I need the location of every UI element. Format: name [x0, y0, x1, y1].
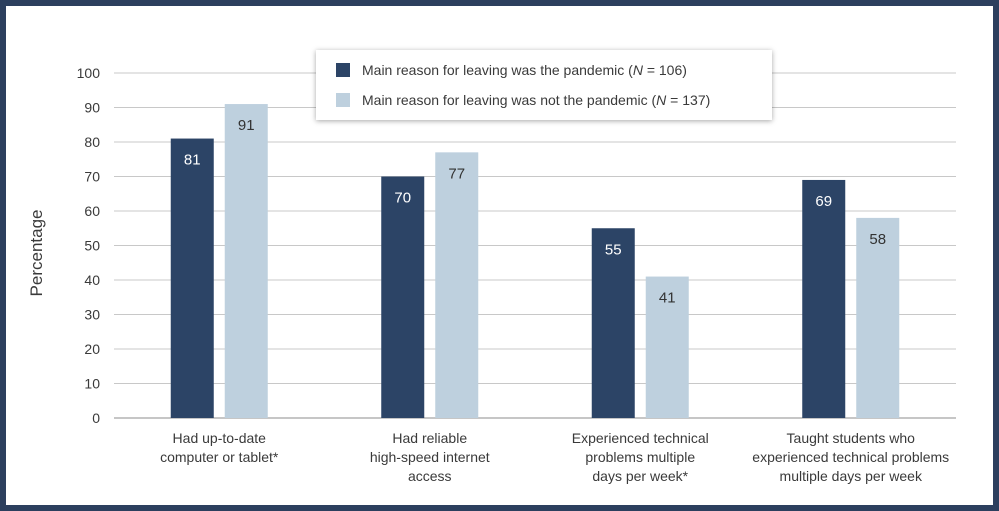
y-tick-label: 50 — [84, 238, 100, 254]
data-label: 91 — [238, 117, 255, 134]
legend-label-pandemic: Main reason for leaving was the pandemic… — [362, 62, 687, 78]
y-tick-label: 10 — [84, 376, 100, 392]
y-tick-label: 70 — [84, 169, 100, 185]
data-label: 70 — [394, 190, 411, 207]
data-label: 41 — [659, 290, 676, 307]
chart-frame: 0 10 20 30 40 50 60 70 80 90 100 Percentage 81 91 70… — [6, 6, 993, 505]
x-tick-label-line: multiple days per week — [780, 468, 923, 484]
x-tick-label-line: Taught students who — [787, 430, 916, 446]
x-tick-label: Had up-to-date computer or tablet* — [160, 430, 279, 465]
x-tick-label-line: problems multiple — [585, 449, 695, 465]
y-tick-label: 0 — [92, 410, 100, 426]
y-tick-label: 40 — [84, 272, 100, 288]
legend-label-not-pandemic: Main reason for leaving was not the pand… — [362, 92, 711, 108]
legend-swatch-not-pandemic — [336, 93, 350, 107]
data-label: 58 — [869, 231, 886, 248]
x-tick-label-line: Had reliable — [392, 430, 467, 446]
x-tick-label: Experienced technical problems multiple da… — [572, 430, 709, 484]
y-tick-label: 60 — [84, 203, 100, 219]
x-tick-label-line: Experienced technical — [572, 430, 709, 446]
x-tick-label-line: experienced technical problems — [752, 449, 949, 465]
x-tick-labels: Had up-to-date computer or tablet* Had rel… — [160, 430, 949, 484]
data-label: 69 — [815, 193, 832, 210]
legend: Main reason for leaving was the pandemic… — [316, 50, 772, 120]
y-tick-labels: 0 10 20 30 40 50 60 70 80 90 100 — [77, 65, 101, 426]
bar — [591, 228, 635, 418]
y-axis-label: Percentage — [27, 210, 46, 297]
data-label: 55 — [605, 241, 622, 258]
y-tick-label: 30 — [84, 307, 100, 323]
y-tick-label: 80 — [84, 134, 100, 150]
y-tick-label: 100 — [77, 65, 101, 81]
data-label: 81 — [184, 152, 201, 169]
x-tick-label: Taught students who experienced technical… — [752, 430, 949, 484]
bar — [170, 138, 214, 419]
x-tick-label-line: high-speed internet — [370, 449, 490, 465]
bar — [381, 176, 425, 418]
legend-swatch-pandemic — [336, 63, 350, 77]
bar — [802, 179, 846, 418]
bar-chart: 0 10 20 30 40 50 60 70 80 90 100 Percentage 81 91 70… — [27, 65, 956, 484]
bar — [645, 276, 689, 418]
legend-item-not-pandemic: Main reason for leaving was not the pand… — [336, 91, 710, 109]
x-tick-label-line: computer or tablet* — [160, 449, 279, 465]
x-tick-label: Had reliable high-speed internet access — [370, 430, 490, 484]
bars: 81 91 70 77 55 41 69 58 — [170, 104, 900, 419]
bar — [224, 104, 268, 419]
data-label: 77 — [448, 165, 465, 182]
bar — [856, 217, 900, 418]
x-tick-label-line: Had up-to-date — [173, 430, 267, 446]
legend-item-pandemic: Main reason for leaving was the pandemic… — [336, 61, 687, 79]
x-tick-label-line: access — [408, 468, 452, 484]
bar — [435, 152, 479, 418]
x-tick-label-line: days per week* — [592, 468, 688, 484]
y-tick-label: 90 — [84, 100, 100, 116]
y-tick-label: 20 — [84, 341, 100, 357]
